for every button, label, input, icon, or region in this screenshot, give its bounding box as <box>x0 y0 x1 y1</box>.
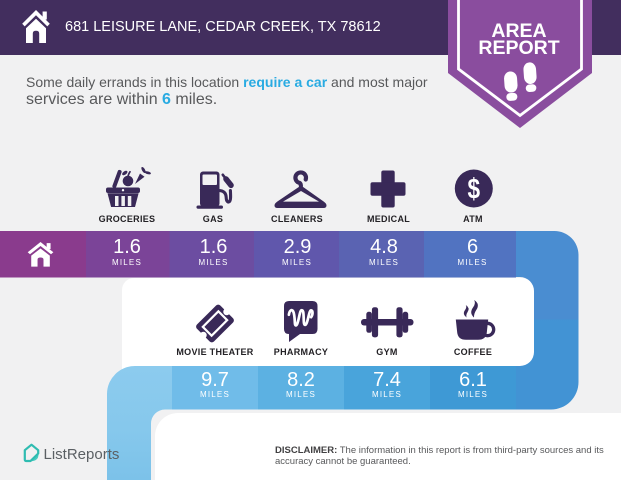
svg-text:AREA: AREA <box>491 20 546 42</box>
svg-text:$: $ <box>468 172 481 205</box>
svg-text:REPORT: REPORT <box>478 37 559 59</box>
